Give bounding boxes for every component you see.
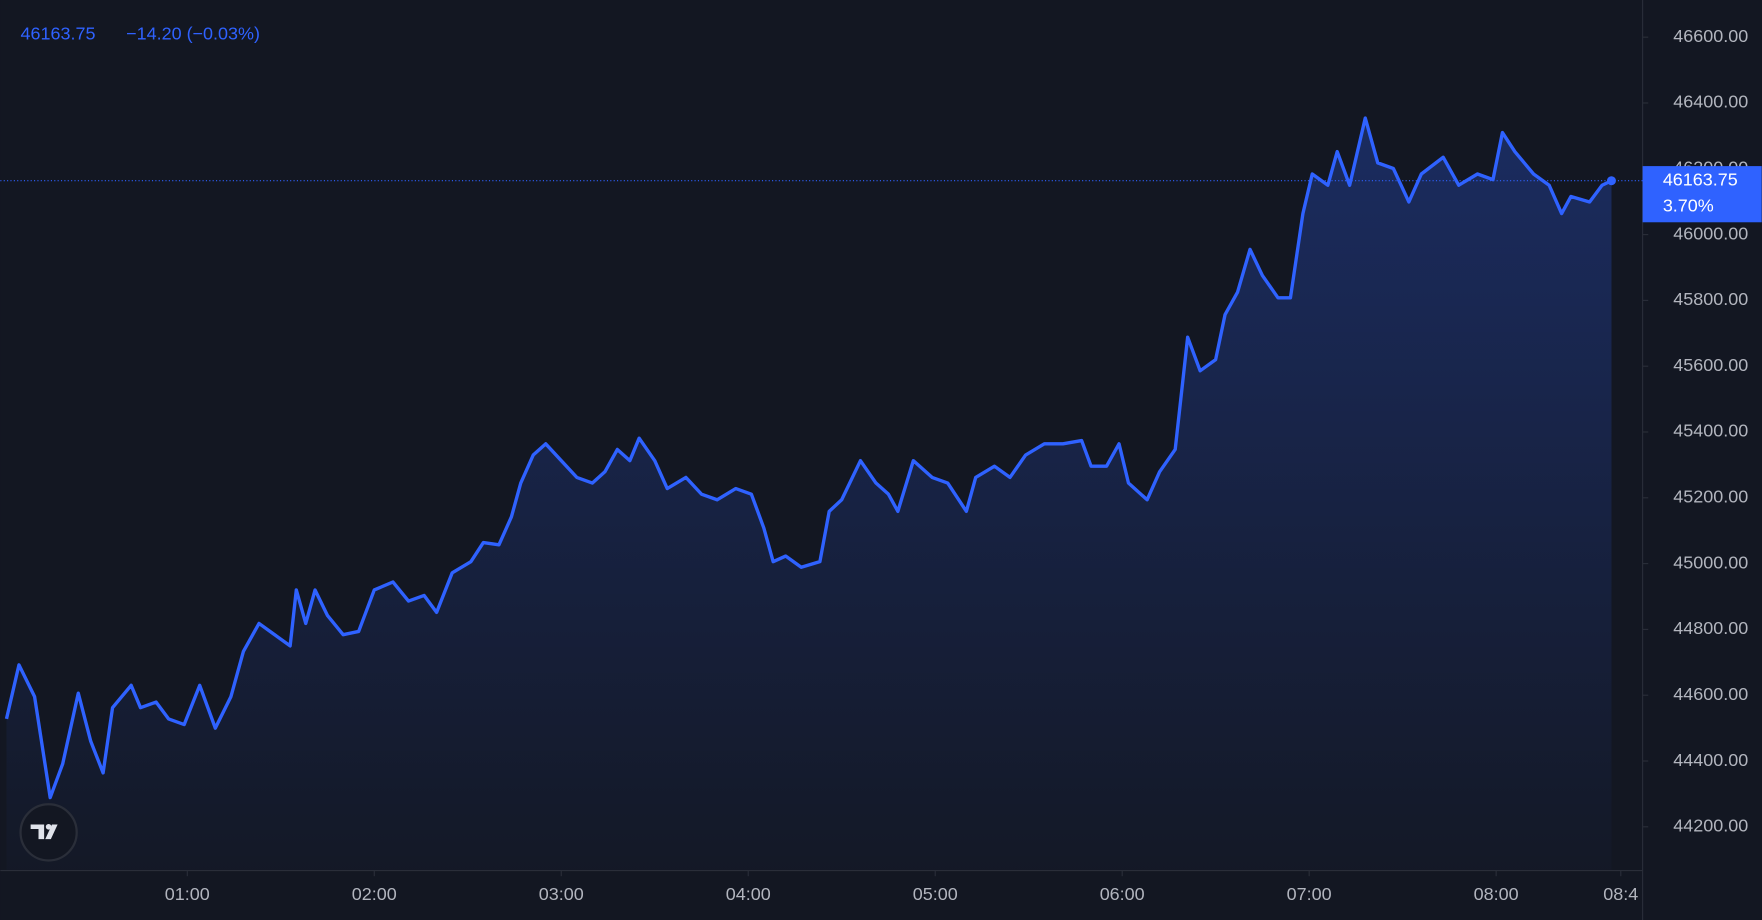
plot-area — [4, 116, 1616, 871]
y-tick-label: 44200.00 — [1673, 816, 1748, 836]
y-tick-label: 45800.00 — [1673, 289, 1748, 309]
logo — [19, 803, 78, 862]
x-tick-label: 07:00 — [1287, 884, 1332, 904]
x-tick-label: 01:00 — [165, 884, 210, 904]
x-tick-label: 06:00 — [1100, 884, 1145, 904]
y-tick-label: 46600.00 — [1673, 26, 1748, 46]
x-tick-label: 04:00 — [726, 884, 771, 904]
y-tick-label: 45200.00 — [1673, 487, 1748, 507]
y-tick-label: 46400.00 — [1673, 92, 1748, 112]
legend-change: −14.20 (−0.03%) — [126, 24, 260, 44]
y-tick-label: 46000.00 — [1673, 223, 1748, 243]
area-fill — [6, 118, 1612, 871]
legend-price: 46163.75 — [21, 24, 96, 44]
y-tick-label: 44600.00 — [1673, 684, 1748, 704]
last-change-label: 3.70% — [1663, 195, 1714, 215]
y-tick-label: 45600.00 — [1673, 355, 1748, 375]
y-tick-label: 45400.00 — [1673, 421, 1748, 441]
x-tick-label: 05:00 — [913, 884, 958, 904]
price-line — [4, 116, 1613, 800]
x-tick-label: 02:00 — [352, 884, 397, 904]
x-tick-label: 08:00 — [1474, 884, 1519, 904]
y-tick-label: 44400.00 — [1673, 750, 1748, 770]
x-tick-label: 08:4 — [1603, 884, 1638, 904]
last-price-box — [1642, 166, 1762, 223]
y-tick-label: 44800.00 — [1673, 618, 1748, 638]
x-tick-label: 03:00 — [539, 884, 584, 904]
last-price-label: 46163.75 — [1663, 169, 1738, 189]
y-tick-label: 45000.00 — [1673, 552, 1748, 572]
